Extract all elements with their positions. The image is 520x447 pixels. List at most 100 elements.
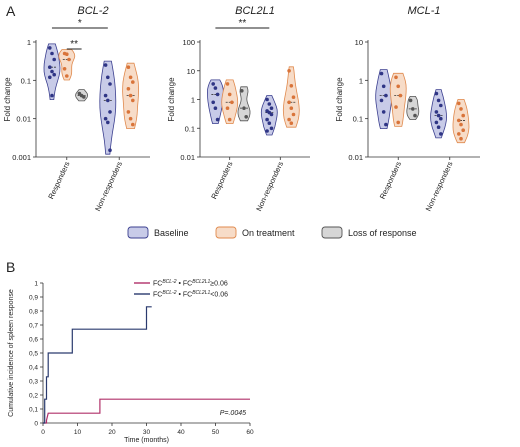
data-point-2-1-0 [394,75,398,80]
data-point-1-1-0 [225,82,230,86]
data-point-0-3-3 [103,93,108,98]
y-tick-label-1-2: 1 [191,96,195,105]
data-point-2-4-6 [457,132,461,136]
panel-a-ylabel-1: Fold change [167,77,176,122]
sig-label-0-0: * [78,18,82,29]
b-x-tick-label-5: 50 [212,429,220,436]
data-point-0-4-6 [126,110,131,114]
legend-swatch-2 [321,226,343,239]
data-point-1-1-3 [225,106,230,110]
data-point-0-4-4 [128,93,133,98]
b-x-tick-label-4: 40 [177,429,185,436]
data-point-1-3-5 [269,112,274,117]
x-tick-label-2-0: Responders [378,160,403,201]
x-tick-label-0-0: Responders [46,160,71,201]
data-point-2-2-1 [411,107,415,111]
b-legend-part-0-4: ≥0.06 [210,281,228,288]
violin-2-0 [375,69,393,129]
data-point-1-0-1 [213,86,218,90]
data-point-0-4-3 [126,87,131,91]
b-y-tick-label-2: 0,2 [29,393,38,400]
data-point-0-1-2 [67,57,71,62]
data-point-2-4-1 [459,107,463,111]
data-point-1-2-2 [244,115,248,119]
data-point-1-3-9 [265,129,269,133]
data-point-1-3-0 [265,97,269,102]
data-point-2-3-4 [436,113,441,118]
x-tick-label-0-1: Non-responders [93,160,124,213]
data-point-0-4-8 [131,122,135,127]
legend-label-0: Baseline [154,228,189,238]
data-point-2-3-6 [434,120,439,125]
b-ylabel: Cumulative incidence of spleen response [8,289,15,417]
data-point-0-4-2 [131,80,135,84]
data-point-0-3-0 [103,63,108,67]
data-point-1-4-3 [287,100,291,105]
b-legend-part-0-0: FC [153,281,162,288]
violin-0-1 [58,49,76,81]
b-x-tick-label-1: 10 [74,429,82,436]
data-point-1-0-4 [213,106,218,110]
sig-label-1-0: ** [238,18,246,29]
b-y-tick-label-8: 0,8 [29,309,38,316]
b-legend-part-0-1: BCL-2 [162,279,176,285]
b-x-tick-label-3: 30 [143,429,151,436]
panel-a-ylabel-0: Fold change [3,77,12,122]
b-legend-part-0-3: BCL2L1 [192,279,210,285]
b-xlabel: Time (months) [124,437,169,444]
data-point-2-2-2 [413,113,417,118]
data-point-0-0-7 [50,93,54,98]
data-point-0-0-2 [52,57,56,62]
data-point-0-3-7 [106,120,110,125]
data-point-0-2-2 [82,95,86,99]
y-tick-label-2-1: 0.1 [353,115,363,124]
violin-1-3 [260,95,278,136]
data-point-0-4-0 [126,65,131,69]
data-point-2-1-1 [396,84,401,89]
violin-1-4 [282,66,300,128]
y-tick-label-0-3: 1 [27,38,31,47]
data-point-2-0-5 [384,122,388,127]
x-tick-label-1-0: Responders [209,160,234,201]
data-point-1-4-2 [291,95,296,99]
data-point-1-1-4 [227,117,232,122]
x-tick-label-2-1: Non-responders [424,160,455,213]
b-x-tick-label-0: 0 [41,429,45,436]
violin-1-1 [221,79,239,124]
data-point-2-3-8 [439,132,443,136]
data-point-2-1-3 [394,105,398,109]
b-series-line-0 [43,398,250,424]
data-point-1-3-6 [265,117,269,122]
y-tick-label-2-3: 10 [355,38,363,47]
data-point-2-4-5 [461,128,466,132]
data-point-2-4-7 [459,136,463,141]
legend-label-1: On treatment [242,228,295,238]
data-point-2-3-0 [434,91,439,96]
data-point-1-3-1 [267,102,272,106]
data-point-2-1-2 [398,93,403,98]
data-point-2-1-4 [396,120,401,125]
data-point-2-3-5 [439,116,443,121]
y-tick-label-2-2: 1 [359,76,363,85]
violin-0-3 [99,60,117,155]
data-point-1-4-6 [287,117,291,122]
b-legend-part-0-2: • FC [177,281,193,288]
b-legend-part-1-0: FC [153,292,162,299]
data-point-0-1-3 [62,67,67,71]
b-y-tick-label-4: 0,4 [29,365,38,372]
y-tick-label-0-1: 0.01 [16,115,31,124]
data-point-0-1-4 [65,74,69,78]
b-y-tick-label-0: 0 [34,421,38,428]
data-point-2-0-0 [379,71,384,76]
y-tick-label-0-2: 0.1 [21,76,31,85]
panel-label-b: B [6,259,15,275]
data-point-0-0-5 [52,72,56,77]
data-point-1-4-7 [289,121,294,125]
data-point-0-3-8 [108,148,112,152]
b-y-tick-label-5: 0,5 [29,351,38,358]
y-tick-label-1-1: 0.1 [185,124,195,133]
data-point-1-4-1 [289,84,294,88]
data-point-0-3-1 [106,75,110,80]
legend-swatch-1 [215,226,237,239]
